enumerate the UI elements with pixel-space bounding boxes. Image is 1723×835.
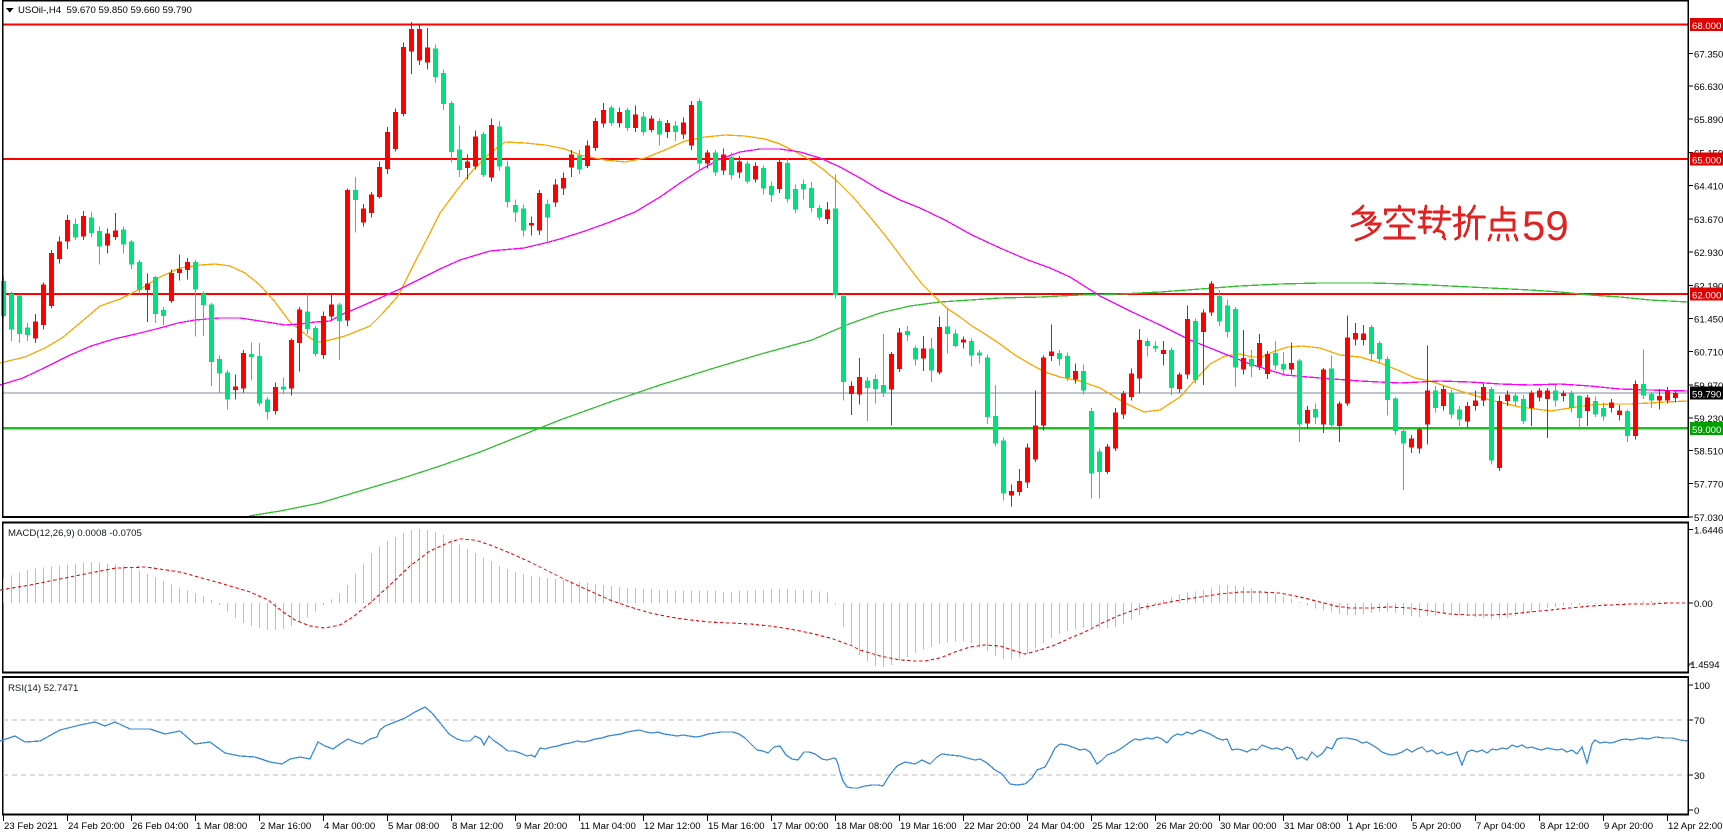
svg-text:9 Apr 20:00: 9 Apr 20:00 xyxy=(1604,821,1653,832)
svg-text:MACD(12,26,9) 0.0008 -0.0705: MACD(12,26,9) 0.0008 -0.0705 xyxy=(8,528,142,539)
svg-text:12 Mar 12:00: 12 Mar 12:00 xyxy=(644,821,701,832)
svg-text:31 Mar 08:00: 31 Mar 08:00 xyxy=(1284,821,1341,832)
svg-text:63.670: 63.670 xyxy=(1694,215,1723,226)
svg-text:1.6446: 1.6446 xyxy=(1694,526,1723,537)
svg-text:11 Mar 04:00: 11 Mar 04:00 xyxy=(580,821,636,832)
svg-text:65.000: 65.000 xyxy=(1692,156,1721,167)
svg-text:30 Mar 00:00: 30 Mar 00:00 xyxy=(1220,821,1277,832)
svg-text:59.790: 59.790 xyxy=(1692,390,1721,401)
svg-text:26 Mar 20:00: 26 Mar 20:00 xyxy=(1156,821,1213,832)
svg-text:62.190: 62.190 xyxy=(1694,281,1723,292)
svg-text:59.000: 59.000 xyxy=(1692,425,1721,436)
svg-text:17 Mar 00:00: 17 Mar 00:00 xyxy=(772,821,829,832)
svg-text:67.350: 67.350 xyxy=(1694,50,1723,61)
svg-text:12 Apr 22:00: 12 Apr 22:00 xyxy=(1668,821,1722,832)
svg-text:0.00: 0.00 xyxy=(1694,599,1713,610)
svg-text:1 Mar 08:00: 1 Mar 08:00 xyxy=(196,821,247,832)
svg-text:26 Feb 04:00: 26 Feb 04:00 xyxy=(132,821,189,832)
svg-text:24 Feb 20:00: 24 Feb 20:00 xyxy=(68,821,125,832)
svg-text:59: 59 xyxy=(1522,202,1569,249)
svg-text:7 Apr 04:00: 7 Apr 04:00 xyxy=(1476,821,1525,832)
svg-text:23 Feb 2021: 23 Feb 2021 xyxy=(4,821,58,832)
svg-text:0: 0 xyxy=(1694,806,1699,817)
svg-text:58.510: 58.510 xyxy=(1694,446,1723,457)
svg-text:62.930: 62.930 xyxy=(1694,248,1723,259)
svg-text:8 Mar 12:00: 8 Mar 12:00 xyxy=(452,821,503,832)
svg-text:57.770: 57.770 xyxy=(1694,480,1723,491)
svg-text:5 Mar 08:00: 5 Mar 08:00 xyxy=(388,821,439,832)
svg-text:5 Apr 20:00: 5 Apr 20:00 xyxy=(1412,821,1461,832)
svg-text:30: 30 xyxy=(1694,771,1705,782)
svg-text:68.000: 68.000 xyxy=(1692,21,1721,32)
svg-text:2 Mar 16:00: 2 Mar 16:00 xyxy=(260,821,311,832)
svg-text:25 Mar 12:00: 25 Mar 12:00 xyxy=(1092,821,1149,832)
svg-text:4 Mar 00:00: 4 Mar 00:00 xyxy=(324,821,375,832)
svg-text:24 Mar 04:00: 24 Mar 04:00 xyxy=(1028,821,1085,832)
svg-text:57.030: 57.030 xyxy=(1694,513,1723,524)
svg-text:62.000: 62.000 xyxy=(1692,290,1721,301)
svg-text:59.970: 59.970 xyxy=(1694,381,1723,392)
svg-text:18 Mar 08:00: 18 Mar 08:00 xyxy=(836,821,893,832)
svg-text:15 Mar 16:00: 15 Mar 16:00 xyxy=(708,821,765,832)
svg-text:-1.4594: -1.4594 xyxy=(1687,660,1720,671)
svg-text:19 Mar 16:00: 19 Mar 16:00 xyxy=(900,821,957,832)
svg-text:66.630: 66.630 xyxy=(1694,82,1723,93)
svg-text:1 Apr 16:00: 1 Apr 16:00 xyxy=(1348,821,1397,832)
svg-text:59.230: 59.230 xyxy=(1694,414,1723,425)
svg-text:8 Apr 12:00: 8 Apr 12:00 xyxy=(1540,821,1589,832)
svg-text:64.410: 64.410 xyxy=(1694,182,1723,193)
svg-text:70: 70 xyxy=(1694,716,1705,727)
svg-text:22 Mar 20:00: 22 Mar 20:00 xyxy=(964,821,1021,832)
svg-text:RSI(14) 52.7471: RSI(14) 52.7471 xyxy=(8,683,78,694)
svg-text:60.710: 60.710 xyxy=(1694,348,1723,359)
svg-text:61.450: 61.450 xyxy=(1694,315,1723,326)
svg-text:100: 100 xyxy=(1694,681,1710,692)
svg-text:65.890: 65.890 xyxy=(1694,115,1723,126)
svg-text:USOil-,H4 59.670 59.850 59.66: USOil-,H4 59.670 59.850 59.660 59.790 xyxy=(18,5,192,16)
svg-text:9 Mar 20:00: 9 Mar 20:00 xyxy=(516,821,567,832)
